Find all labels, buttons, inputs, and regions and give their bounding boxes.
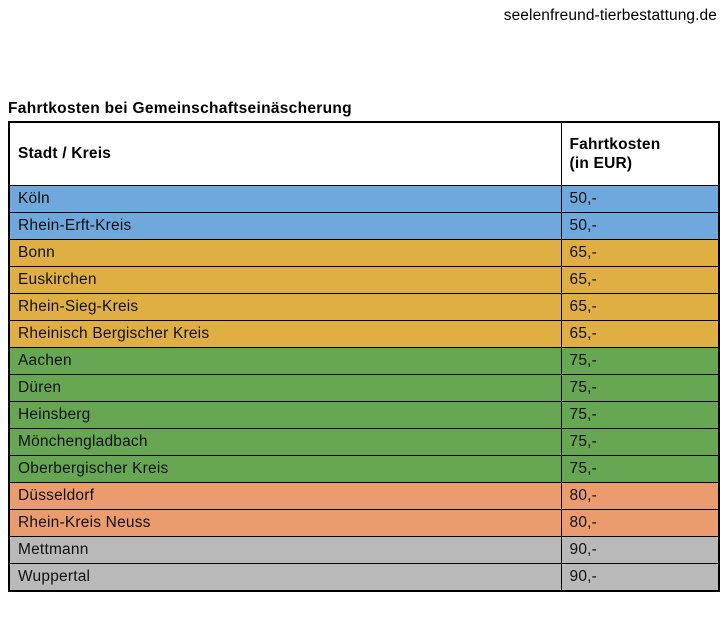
table-row: Bonn 65,- [8, 239, 720, 267]
cost-cell: 50,- [560, 185, 720, 213]
city-cell: Köln [8, 185, 562, 213]
column-header-cost-line2: (in EUR) [569, 155, 633, 172]
table-row: Wuppertal 90,- [8, 563, 720, 592]
table-row: Heinsberg 75,- [8, 401, 720, 429]
column-header-cost: Fahrtkosten (in EUR) [560, 121, 720, 186]
table-row: Köln 50,- [8, 185, 720, 213]
column-header-city: Stadt / Kreis [8, 121, 562, 186]
city-cell: Oberbergischer Kreis [8, 455, 562, 483]
table-row: Mönchengladbach 75,- [8, 428, 720, 456]
table-row: Euskirchen 65,- [8, 266, 720, 294]
city-cell: Rheinisch Bergischer Kreis [8, 320, 562, 348]
city-cell: Düren [8, 374, 562, 402]
cost-cell: 65,- [560, 320, 720, 348]
page-title: Fahrtkosten bei Gemeinschaftseinäscherun… [8, 100, 352, 117]
cost-cell: 90,- [560, 563, 720, 592]
table-row: Rhein-Kreis Neuss 80,- [8, 509, 720, 537]
table-row: Rheinisch Bergischer Kreis 65,- [8, 320, 720, 348]
cost-cell: 65,- [560, 239, 720, 267]
cost-cell: 75,- [560, 347, 720, 375]
city-cell: Heinsberg [8, 401, 562, 429]
city-cell: Mönchengladbach [8, 428, 562, 456]
city-cell: Rhein-Erft-Kreis [8, 212, 562, 240]
cost-cell: 75,- [560, 428, 720, 456]
table-row: Düsseldorf 80,- [8, 482, 720, 510]
city-cell: Wuppertal [8, 563, 562, 592]
city-cell: Bonn [8, 239, 562, 267]
column-header-cost-line1: Fahrtkosten [569, 135, 661, 153]
city-cell: Mettmann [8, 536, 562, 564]
cost-cell: 75,- [560, 374, 720, 402]
cost-cell: 80,- [560, 482, 720, 510]
price-table: Stadt / Kreis Fahrtkosten (in EUR) Köln … [8, 121, 720, 592]
table-row: Mettmann 90,- [8, 536, 720, 564]
cost-cell: 50,- [560, 212, 720, 240]
table-row: Rhein-Sieg-Kreis 65,- [8, 293, 720, 321]
header-row: Stadt / Kreis Fahrtkosten (in EUR) [8, 121, 720, 186]
cost-cell: 65,- [560, 293, 720, 321]
cost-cell: 80,- [560, 509, 720, 537]
city-cell: Euskirchen [8, 266, 562, 294]
city-cell: Rhein-Sieg-Kreis [8, 293, 562, 321]
city-cell: Rhein-Kreis Neuss [8, 509, 562, 537]
table-header: Stadt / Kreis Fahrtkosten (in EUR) [8, 121, 720, 186]
site-domain: seelenfreund-tierbestattung.de [503, 7, 717, 24]
city-cell: Aachen [8, 347, 562, 375]
city-cell: Düsseldorf [8, 482, 562, 510]
cost-cell: 65,- [560, 266, 720, 294]
table-row: Oberbergischer Kreis 75,- [8, 455, 720, 483]
cost-cell: 75,- [560, 401, 720, 429]
table-row: Düren 75,- [8, 374, 720, 402]
table-row: Rhein-Erft-Kreis 50,- [8, 212, 720, 240]
cost-cell: 90,- [560, 536, 720, 564]
table-body: Köln 50,- Rhein-Erft-Kreis 50,- Bonn 65,… [8, 185, 720, 592]
table-row: Aachen 75,- [8, 347, 720, 375]
cost-cell: 75,- [560, 455, 720, 483]
